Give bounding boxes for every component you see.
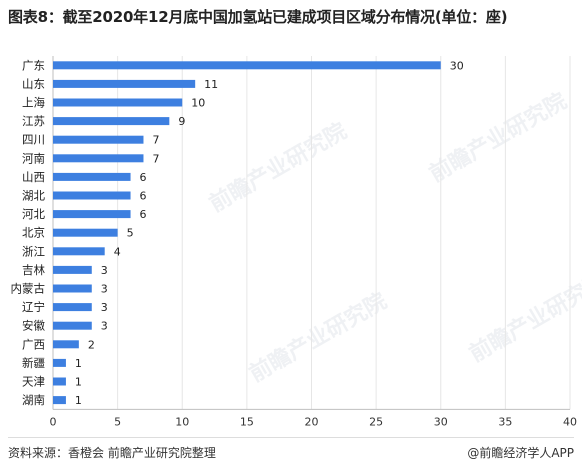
category-label: 浙江 (22, 244, 45, 258)
bar (53, 210, 131, 219)
category-label: 吉林 (22, 263, 45, 277)
value-label: 11 (204, 78, 218, 91)
category-label: 天津 (22, 375, 45, 389)
value-label: 3 (101, 301, 108, 314)
bar (53, 377, 66, 386)
category-label: 山西 (22, 170, 45, 184)
footer-divider (8, 437, 574, 438)
bar (53, 98, 183, 107)
category-label: 河南 (22, 151, 45, 165)
bar (53, 396, 66, 405)
x-tick-label: 35 (498, 415, 512, 428)
x-tick-label: 5 (114, 415, 121, 428)
category-label: 北京 (22, 226, 45, 240)
bar (53, 265, 92, 274)
value-label: 6 (140, 171, 147, 184)
bar (53, 228, 118, 237)
category-label: 广东 (22, 58, 45, 72)
bar (53, 79, 196, 88)
value-label: 1 (75, 357, 82, 370)
category-label: 广西 (22, 337, 45, 351)
x-tick-label: 40 (563, 415, 577, 428)
value-label: 7 (152, 134, 159, 147)
value-label: 5 (127, 227, 134, 240)
category-label: 湖南 (22, 393, 45, 407)
category-label: 四川 (22, 133, 45, 147)
bar (53, 135, 144, 144)
value-label: 4 (114, 245, 121, 258)
source-note: 资料来源：香橙会 前瞻产业研究院整理 (8, 446, 216, 460)
value-label: 9 (178, 115, 185, 128)
bar (53, 61, 441, 70)
category-label: 上海 (22, 96, 45, 110)
value-label: 3 (101, 283, 108, 296)
x-tick-label: 20 (305, 415, 319, 428)
category-label: 内蒙古 (11, 282, 46, 296)
bar (53, 358, 66, 367)
bar (53, 117, 170, 126)
value-label: 30 (450, 59, 464, 72)
value-label: 3 (101, 264, 108, 277)
category-label: 湖北 (22, 189, 45, 203)
credit-note: @前瞻经济学人APP (467, 446, 574, 460)
category-label: 山东 (22, 77, 45, 91)
value-label: 1 (75, 394, 82, 407)
value-label: 6 (140, 208, 147, 221)
category-label: 河北 (22, 207, 45, 221)
bar (53, 247, 105, 256)
x-tick-label: 10 (175, 415, 189, 428)
value-label: 3 (101, 320, 108, 333)
x-tick-label: 30 (434, 415, 448, 428)
x-tick-label: 15 (240, 415, 254, 428)
category-label: 江苏 (22, 114, 45, 128)
bar (53, 321, 92, 330)
x-tick-label: 0 (50, 415, 57, 428)
value-label: 6 (140, 190, 147, 203)
bar (53, 284, 92, 293)
bar (53, 172, 131, 181)
value-label: 2 (88, 338, 95, 351)
category-label: 辽宁 (22, 300, 45, 314)
bar (53, 154, 144, 163)
x-tick-label: 25 (369, 415, 383, 428)
bar (53, 303, 92, 312)
bar (53, 191, 131, 200)
value-label: 7 (152, 152, 159, 165)
bar (53, 340, 79, 349)
value-label: 10 (191, 97, 205, 110)
category-label: 安徽 (22, 319, 45, 333)
chart-title: 图表8：截至2020年12月底中国加氢站已建成项目区域分布情况(单位：座) (8, 8, 508, 26)
value-label: 1 (75, 376, 82, 389)
category-label: 新疆 (22, 356, 45, 370)
